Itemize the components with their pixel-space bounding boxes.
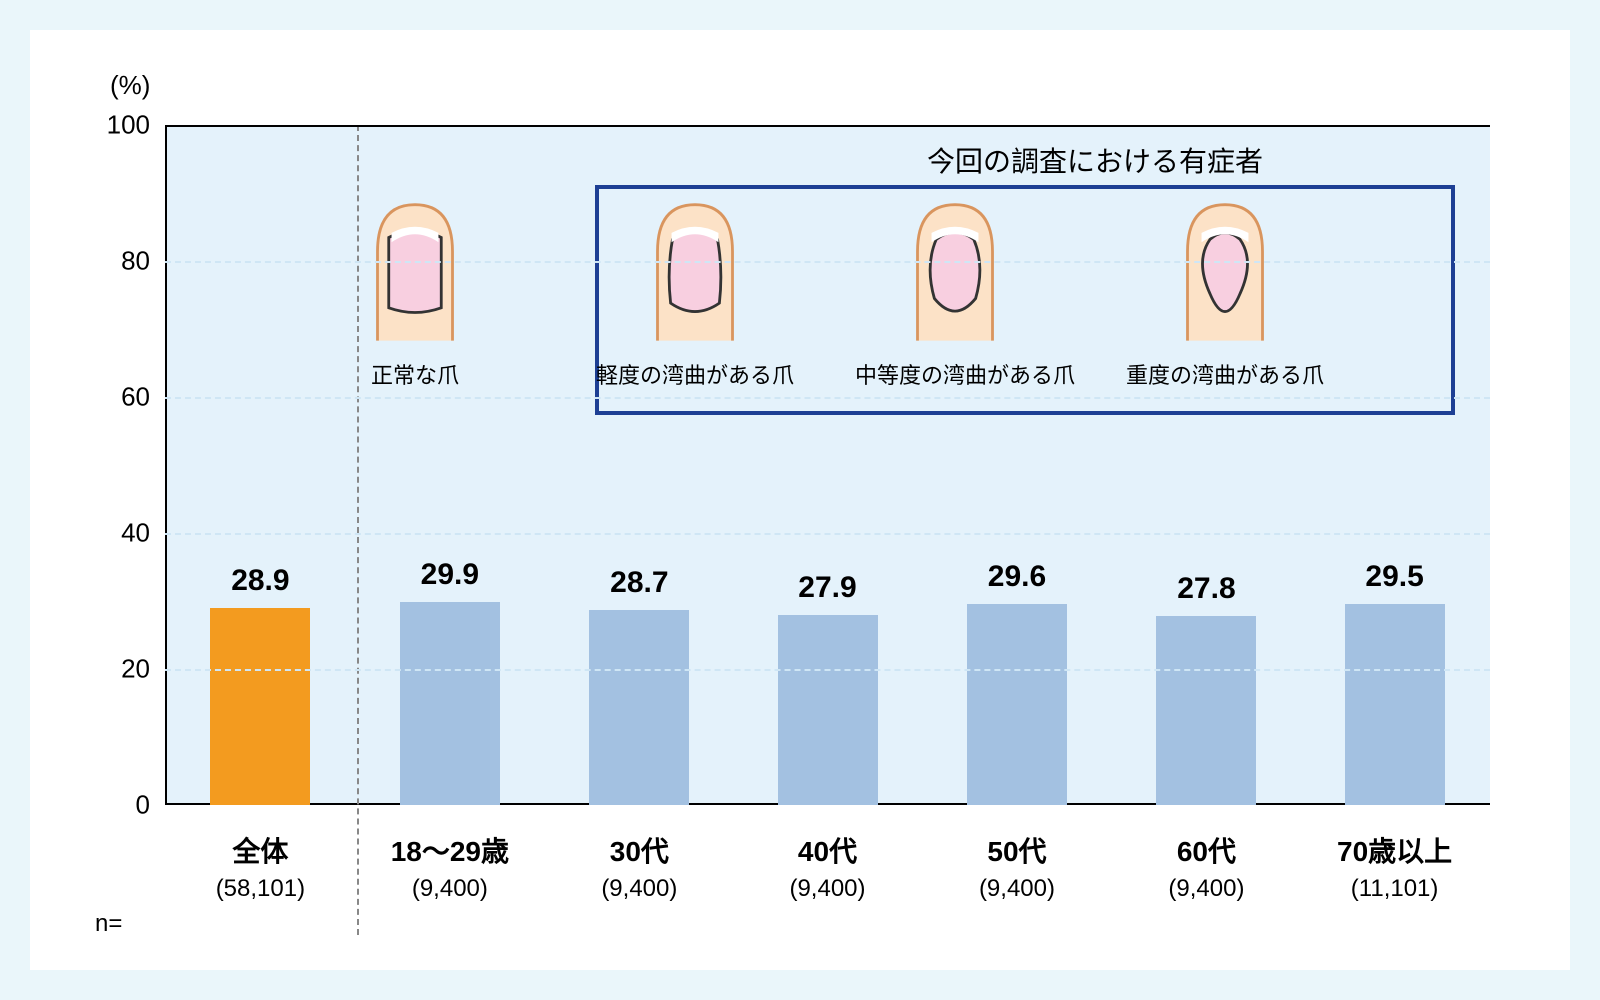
nail-illustration-mild: 軽度の湾曲がある爪 (595, 200, 795, 390)
bar-rect (400, 602, 500, 805)
bar-value-label: 27.9 (728, 571, 928, 605)
nail-caption: 重度の湾曲がある爪 (1125, 358, 1325, 390)
bar-rect (967, 604, 1067, 805)
bar-rect (1156, 616, 1256, 805)
legend-title: 今回の調査における有症者 (745, 140, 1445, 180)
bar-value-label: 27.8 (1106, 572, 1306, 606)
y-tick-label: 100 (107, 110, 165, 141)
bar-value-label: 28.7 (539, 566, 739, 600)
category-label: 70歳以上 (1265, 830, 1525, 870)
gridline (165, 669, 1490, 671)
y-tick-label: 0 (136, 790, 165, 821)
nail-illustration-severe: 重度の湾曲がある爪 (1125, 200, 1325, 390)
gridline (165, 397, 1490, 399)
bar-value-label: 29.6 (917, 560, 1117, 594)
bar-rect (589, 610, 689, 805)
category-n: (11,101) (1265, 875, 1525, 903)
bar-value-label: 29.9 (350, 558, 550, 592)
gridline (165, 261, 1490, 263)
nail-caption: 正常な爪 (315, 358, 515, 390)
plot-area: 28.929.928.727.929.627.829.5 今回の調査における有症… (165, 125, 1490, 805)
chart-card: (%) 28.929.928.727.929.627.829.5 今回の調査にお… (30, 30, 1570, 970)
bar-rect (778, 615, 878, 805)
nail-illustration-none: 正常な爪 (315, 200, 515, 390)
nail-illustration-moderate: 中等度の湾曲がある爪 (855, 200, 1055, 390)
y-axis-unit: (%) (110, 70, 150, 101)
gridline (165, 125, 1490, 127)
nail-caption: 中等度の湾曲がある爪 (855, 358, 1055, 390)
gridline (165, 533, 1490, 535)
bar-chart: (%) 28.929.928.727.929.627.829.5 今回の調査にお… (30, 30, 1570, 970)
page-background: (%) 28.929.928.727.929.627.829.5 今回の調査にお… (0, 0, 1600, 1000)
bar-rect (210, 608, 310, 805)
nail-caption: 軽度の湾曲がある爪 (595, 358, 795, 390)
bar-0: 28.9 (210, 125, 310, 805)
y-tick-label: 60 (121, 382, 165, 413)
y-tick-label: 40 (121, 518, 165, 549)
bar-value-label: 29.5 (1295, 560, 1495, 594)
y-tick-label: 80 (121, 246, 165, 277)
n-label: n= (95, 910, 122, 938)
y-tick-label: 20 (121, 654, 165, 685)
bar-value-label: 28.9 (160, 564, 360, 598)
bar-rect (1345, 604, 1445, 805)
